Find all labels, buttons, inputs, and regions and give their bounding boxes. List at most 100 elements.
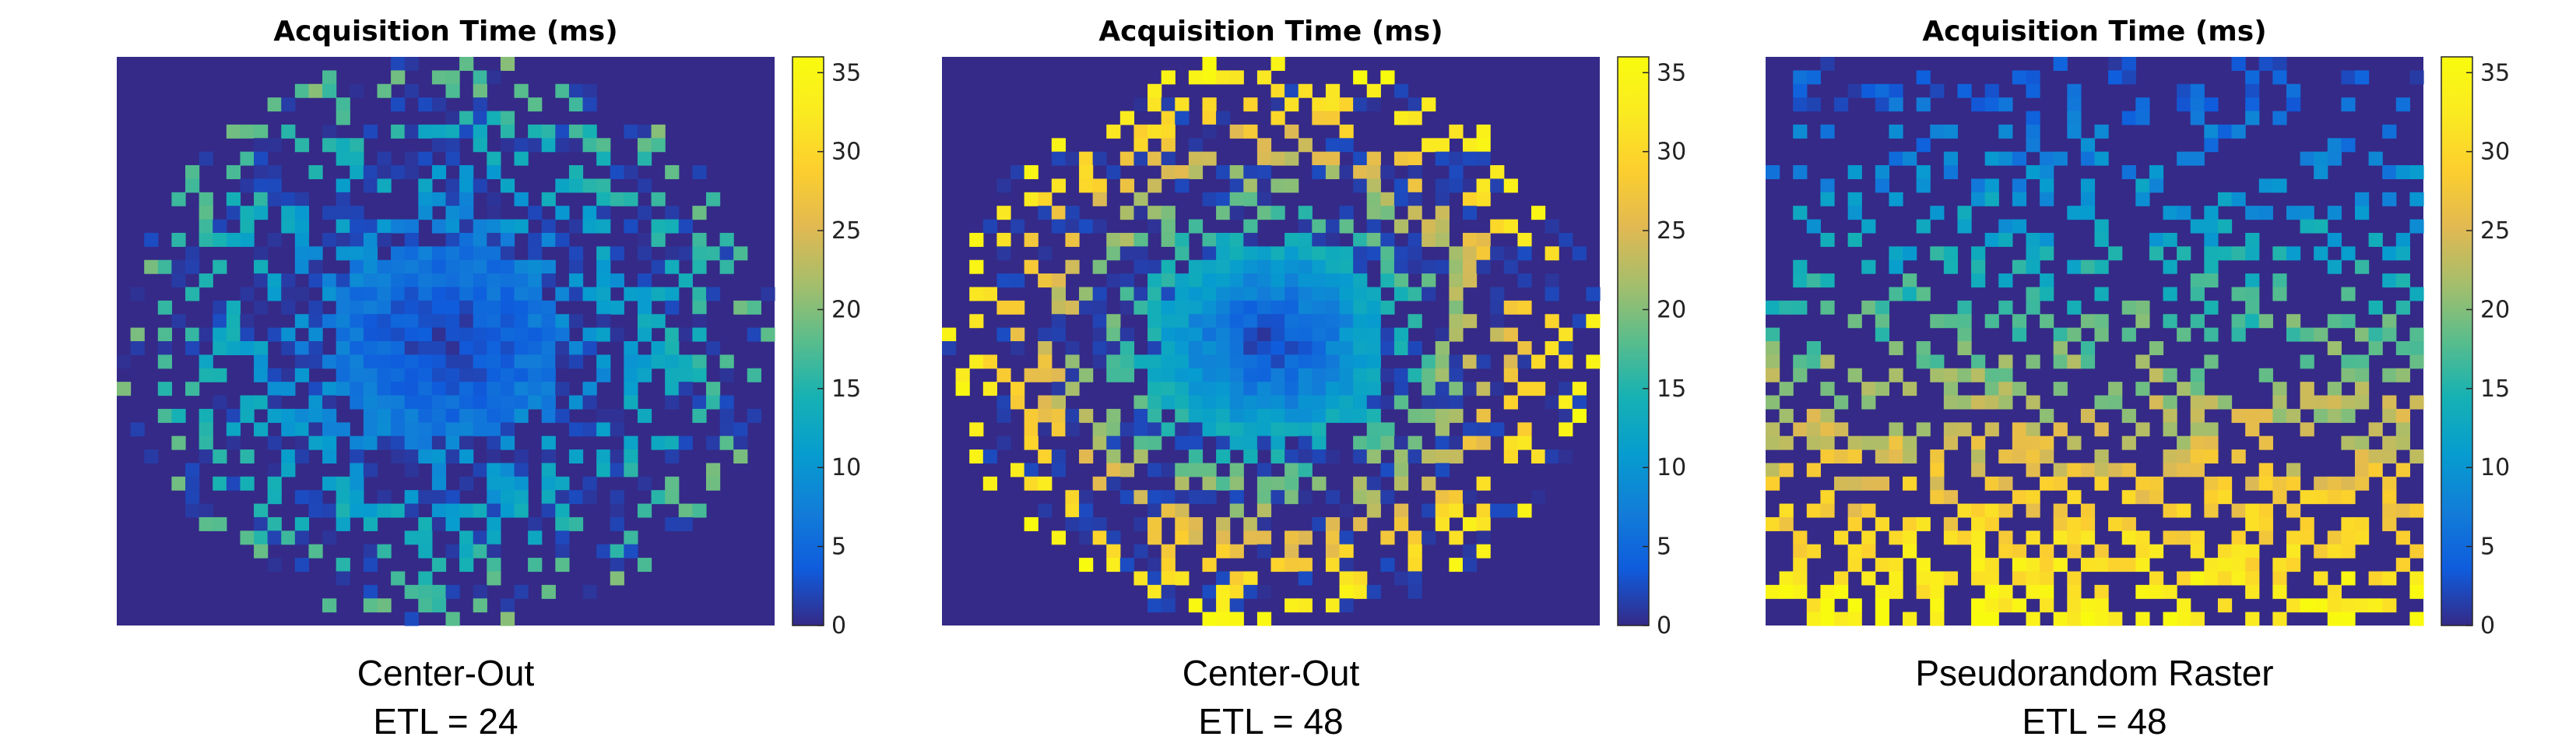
heatmap-cell xyxy=(2300,151,2314,166)
heatmap-cell xyxy=(267,435,282,450)
heatmap-cell xyxy=(1766,463,1780,477)
heatmap-cell xyxy=(2026,571,2040,586)
heatmap-cell xyxy=(473,232,487,247)
heatmap-cell xyxy=(596,300,611,315)
heatmap-cell xyxy=(1779,571,1794,586)
heatmap-cell xyxy=(1188,435,1204,450)
heatmap-cell xyxy=(1407,151,1422,166)
heatmap-cell xyxy=(2053,341,2068,355)
heatmap-cell xyxy=(528,341,543,355)
heatmap-cell xyxy=(391,449,406,464)
heatmap-cell xyxy=(2163,449,2177,464)
heatmap-cell xyxy=(404,232,419,247)
heatmap-cell xyxy=(1133,435,1148,450)
heatmap-cell xyxy=(1119,354,1135,369)
heatmap-cell xyxy=(1366,83,1381,98)
heatmap-cell xyxy=(528,124,543,139)
heatmap-cell xyxy=(1998,584,2013,599)
heatmap-cell xyxy=(2190,463,2205,477)
heatmap-cell xyxy=(445,327,460,342)
heatmap-cell xyxy=(213,232,227,247)
heatmap-cell xyxy=(624,219,638,234)
heatmap-cell xyxy=(2382,273,2397,288)
heatmap-cell xyxy=(459,544,474,559)
heatmap-cell xyxy=(226,124,241,139)
heatmap-cell xyxy=(2341,395,2356,410)
heatmap-cell xyxy=(459,368,474,382)
heatmap-cell xyxy=(185,178,200,193)
heatmap-cell xyxy=(2395,368,2410,382)
heatmap-cell xyxy=(1256,327,1272,342)
heatmap-cell xyxy=(541,124,556,139)
heatmap-cell xyxy=(1490,287,1505,301)
heatmap-cell xyxy=(1586,314,1601,329)
heatmap-cell xyxy=(363,368,378,382)
heatmap-cell xyxy=(555,206,570,220)
heatmap-cell xyxy=(2341,571,2356,586)
heatmap-cell xyxy=(1847,503,1862,518)
heatmap-cell xyxy=(1147,558,1162,573)
heatmap-cell xyxy=(2149,368,2164,382)
heatmap-cell xyxy=(1147,422,1162,437)
heatmap-cell xyxy=(568,124,584,139)
heatmap-cell xyxy=(404,463,419,477)
heatmap-cell xyxy=(1971,354,1986,369)
heatmap-cell xyxy=(1243,97,1258,112)
heatmap-cell xyxy=(473,97,487,112)
heatmap-cell xyxy=(1793,300,1808,315)
heatmap-cell xyxy=(459,178,474,193)
heatmap-cell xyxy=(350,300,364,315)
heatmap-cell xyxy=(2190,395,2205,410)
heatmap-cell xyxy=(1861,476,1876,491)
heatmap-cell xyxy=(226,408,241,423)
heatmap-cell xyxy=(2300,327,2314,342)
heatmap-cell xyxy=(1229,124,1244,139)
heatmap-cell xyxy=(144,232,159,247)
heatmap-cell xyxy=(582,219,597,234)
heatmap-cell xyxy=(459,354,474,369)
heatmap-cell xyxy=(350,449,364,464)
heatmap-cell xyxy=(719,368,734,382)
heatmap-cell xyxy=(665,368,680,382)
heatmap-cell xyxy=(1202,300,1217,315)
heatmap-cell xyxy=(637,476,652,491)
heatmap-cell xyxy=(2327,138,2342,153)
heatmap-cell xyxy=(1957,530,1972,545)
heatmap-cell xyxy=(322,422,337,437)
colorbar-tick-label: 30 xyxy=(2480,139,2510,166)
heatmap-cell xyxy=(2163,584,2177,599)
heatmap-cell xyxy=(459,314,474,329)
heatmap-cell xyxy=(418,287,433,301)
heatmap-cell xyxy=(281,449,296,464)
heatmap-cell xyxy=(1407,408,1422,423)
heatmap-cell xyxy=(2040,435,2054,450)
heatmap-cell xyxy=(610,165,624,180)
heatmap-cell xyxy=(1572,408,1587,423)
heatmap-cell xyxy=(1943,368,1959,382)
heatmap-cell xyxy=(1393,178,1409,193)
heatmap-cell xyxy=(1092,476,1107,491)
heatmap-cell xyxy=(1339,382,1354,396)
heatmap-cell xyxy=(2245,422,2260,437)
heatmap-cell xyxy=(1353,165,1368,180)
heatmap-cell xyxy=(1339,368,1354,382)
heatmap-cell xyxy=(596,354,611,369)
heatmap-cell xyxy=(1188,408,1204,423)
heatmap-cell xyxy=(1449,259,1464,274)
heatmap-cell xyxy=(568,490,584,505)
heatmap-cell xyxy=(2204,232,2219,247)
heatmap-cell xyxy=(418,571,433,586)
heatmap-cell xyxy=(1133,206,1148,220)
heatmap-cell xyxy=(624,192,638,206)
heatmap-cell xyxy=(240,476,255,491)
heatmap-cell xyxy=(2163,368,2177,382)
heatmap-cell xyxy=(1503,246,1518,261)
heatmap-cell xyxy=(2245,558,2260,573)
heatmap-cell xyxy=(1930,246,1945,261)
heatmap-cell xyxy=(610,571,624,586)
heatmap-cell xyxy=(459,219,474,234)
heatmap-cell xyxy=(1875,584,1890,599)
heatmap-cell xyxy=(1530,206,1546,220)
heatmap-cell xyxy=(445,490,460,505)
heatmap-cell xyxy=(2300,382,2314,396)
